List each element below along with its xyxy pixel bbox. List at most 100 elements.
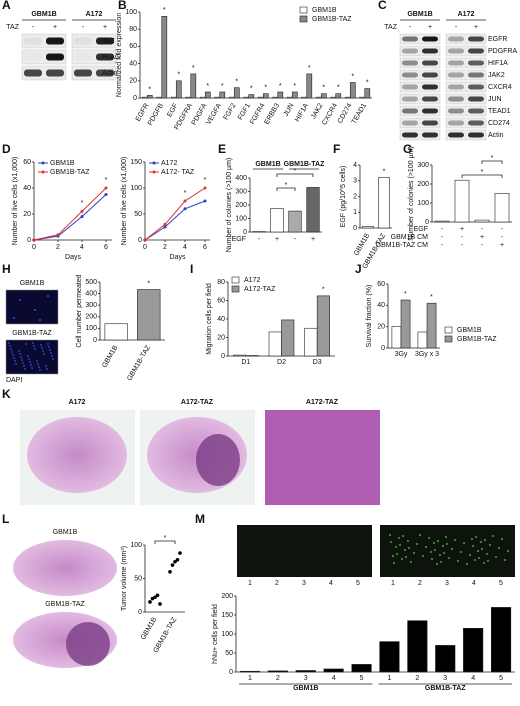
condition-mark: - (501, 234, 504, 241)
nucleus (51, 355, 53, 357)
x-tick-label: 1 (387, 675, 391, 682)
x-tick-label: 3Gy x 3 (415, 351, 439, 358)
hnu-cell (431, 558, 433, 560)
hnu-cell (448, 557, 450, 559)
hnu-cell (507, 550, 509, 552)
condition-mark: + (480, 234, 484, 241)
y-tick-label: 0 (353, 225, 357, 232)
bar (161, 15, 168, 99)
bar (474, 219, 490, 223)
y-tick-label: 40 (23, 185, 31, 192)
significance: * (264, 85, 267, 92)
band-label: TAZ (102, 38, 115, 45)
x-tick-label: JAK2 (310, 102, 324, 120)
bar (214, 96, 221, 99)
point (104, 193, 108, 196)
hnu-cell (489, 544, 491, 546)
tumor (66, 622, 110, 666)
panel-label: G (403, 142, 412, 156)
hnu-cell (492, 535, 494, 537)
significance: * (308, 65, 311, 72)
blot-band (468, 60, 484, 66)
condition-mark: + (311, 236, 315, 243)
nucleus (34, 348, 36, 350)
hnu-cell (475, 536, 477, 538)
point (143, 238, 147, 242)
y-tick-label: 1 (353, 209, 357, 216)
image-caption: GBM1B-TAZ (12, 330, 52, 337)
nucleus (47, 295, 49, 297)
bar (364, 88, 371, 99)
hnu-cell (439, 554, 441, 556)
x-tick-label: 2 (163, 244, 167, 251)
blot-strip (399, 117, 441, 129)
fluorescence-image (380, 525, 515, 577)
image-caption: DAPI (6, 377, 22, 384)
panel-label: K (2, 387, 11, 401)
bar (494, 193, 510, 223)
blot-band (422, 84, 438, 90)
hnu-cell (463, 542, 465, 544)
blot-band (402, 36, 418, 42)
condition-mark: + (460, 226, 464, 233)
bar (233, 87, 240, 99)
bar (417, 331, 428, 349)
dot (170, 563, 175, 567)
bar (400, 299, 411, 349)
nucleus (32, 342, 34, 344)
condition-mark: + (500, 242, 504, 249)
point (32, 238, 36, 242)
blot-band (422, 120, 438, 126)
y-tick-label: 0 (93, 337, 97, 344)
nucleus (39, 319, 41, 321)
x-tick-label: 4 (471, 675, 475, 682)
y-tick-label: 300 (85, 302, 97, 309)
hnu-cell (478, 557, 480, 559)
nucleus (15, 363, 17, 365)
blot-strip (445, 57, 487, 69)
bar (277, 91, 284, 99)
y-tick-label: 300 (417, 162, 429, 169)
blot-band (422, 96, 438, 102)
band-label: CXCR4 (488, 84, 512, 91)
blot-band (402, 108, 418, 114)
hnu-cell (410, 561, 412, 563)
hnu-cell (487, 560, 489, 562)
x-tick-label: 4 (80, 244, 84, 251)
dot (158, 602, 162, 606)
hnu-cell (445, 536, 447, 538)
hnu-cell (428, 537, 430, 539)
nucleus (48, 346, 50, 348)
nucleus (41, 347, 43, 349)
y-tick-label: 400 (235, 175, 247, 182)
y-tick-label: 80 (129, 26, 137, 33)
condition-label: EGF (414, 226, 428, 233)
blot-band (24, 69, 42, 77)
nucleus (10, 348, 12, 350)
x-tick-label: 5 (360, 675, 364, 682)
y-tick-label: 200 (417, 181, 429, 188)
x-tick-label: D3 (313, 359, 322, 366)
y-tick-label: 0 (229, 669, 233, 676)
image-index: 2 (418, 580, 422, 587)
nucleus (13, 357, 15, 359)
hnu-cell (395, 546, 397, 548)
bar (281, 319, 295, 357)
y-tick-label: 20 (129, 78, 137, 85)
panel-label: I (190, 262, 193, 276)
point (56, 233, 60, 237)
significance: * (163, 7, 166, 14)
y-axis-label: Cell number permeated (76, 274, 83, 347)
blot-band (402, 84, 418, 90)
bar (243, 96, 250, 99)
nucleus (13, 317, 15, 319)
blot-band (468, 120, 484, 126)
group-label: GBM1B-TAZ (284, 161, 325, 168)
hnu-cell (404, 549, 406, 551)
lane-sign: - (455, 24, 458, 31)
x-tick-label: 4 (183, 244, 187, 251)
hnu-cell (477, 550, 479, 552)
lane-sign: + (428, 24, 432, 31)
nucleus (52, 358, 54, 360)
y-tick-label: 200 (221, 593, 233, 600)
